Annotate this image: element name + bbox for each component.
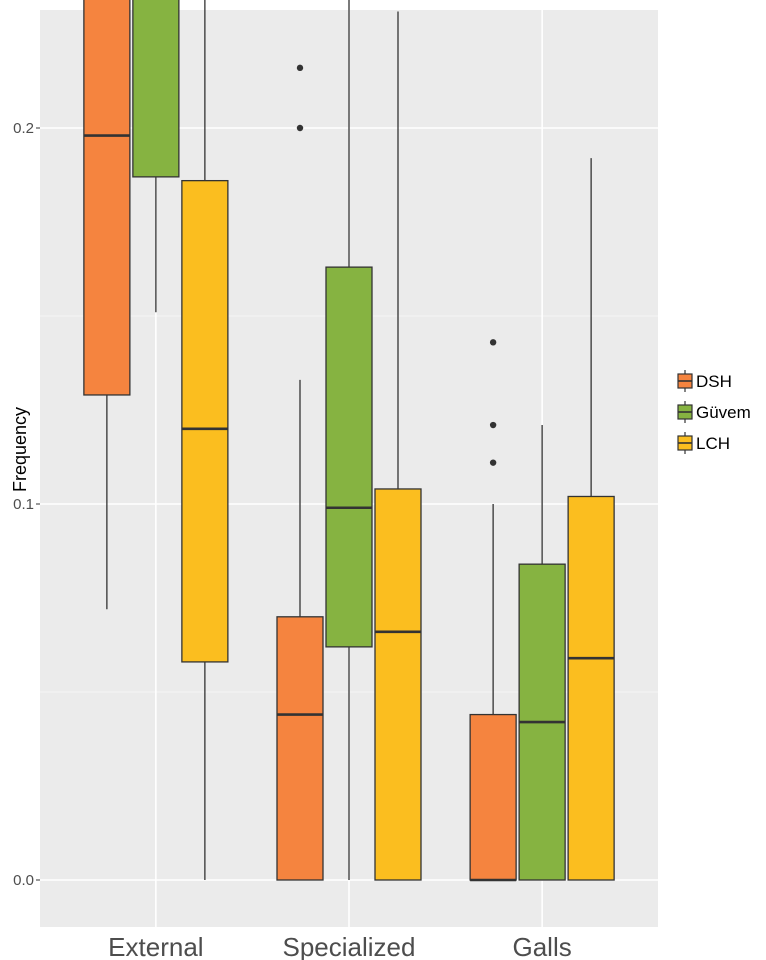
legend-label: LCH — [696, 434, 730, 453]
box-body — [83, 0, 131, 396]
y-tick-label: 0.1 — [13, 496, 34, 513]
box-DSH-Galls — [469, 339, 517, 882]
box-body — [132, 0, 180, 178]
legend-item-DSH: DSH — [677, 370, 732, 392]
outlier-point — [296, 124, 304, 132]
x-category-label: Galls — [513, 932, 572, 960]
box-DSH-External — [83, 0, 131, 610]
box-body — [325, 266, 373, 648]
y-tick-label: 0.0 — [13, 872, 34, 889]
x-category-label: External — [108, 932, 203, 960]
x-axis-labels: External Specialized Galls — [108, 932, 572, 960]
box-Güvem-Galls — [518, 425, 566, 881]
box-Güvem-Specialized — [325, 0, 373, 880]
box-series — [83, 0, 615, 882]
outlier-point — [489, 421, 497, 429]
x-category-label: Specialized — [283, 932, 416, 960]
legend-label: DSH — [696, 372, 732, 391]
outlier-point — [296, 64, 304, 72]
box-LCH-Galls — [567, 158, 615, 881]
y-axis-title: Frequency — [10, 407, 30, 492]
legend: DSH Güvem LCH — [677, 370, 751, 454]
box-body — [469, 713, 517, 881]
box-DSH-Specialized — [276, 64, 324, 881]
legend-item-LCH: LCH — [677, 432, 730, 454]
outlier-point — [489, 459, 497, 466]
box-body — [276, 616, 324, 881]
box-body — [567, 495, 615, 881]
legend-item-Güvem: Güvem — [677, 401, 751, 423]
y-tick-label: 0.2 — [13, 120, 34, 137]
legend-label: Güvem — [696, 403, 751, 422]
y-axis-ticks: 0.00.10.20.30.4 — [13, 120, 40, 889]
box-body — [181, 179, 229, 663]
box-LCH-External — [181, 0, 229, 880]
outlier-point — [489, 339, 497, 346]
box-Güvem-External — [132, 0, 180, 313]
box-LCH-Specialized — [374, 11, 422, 881]
box-body — [374, 488, 422, 881]
